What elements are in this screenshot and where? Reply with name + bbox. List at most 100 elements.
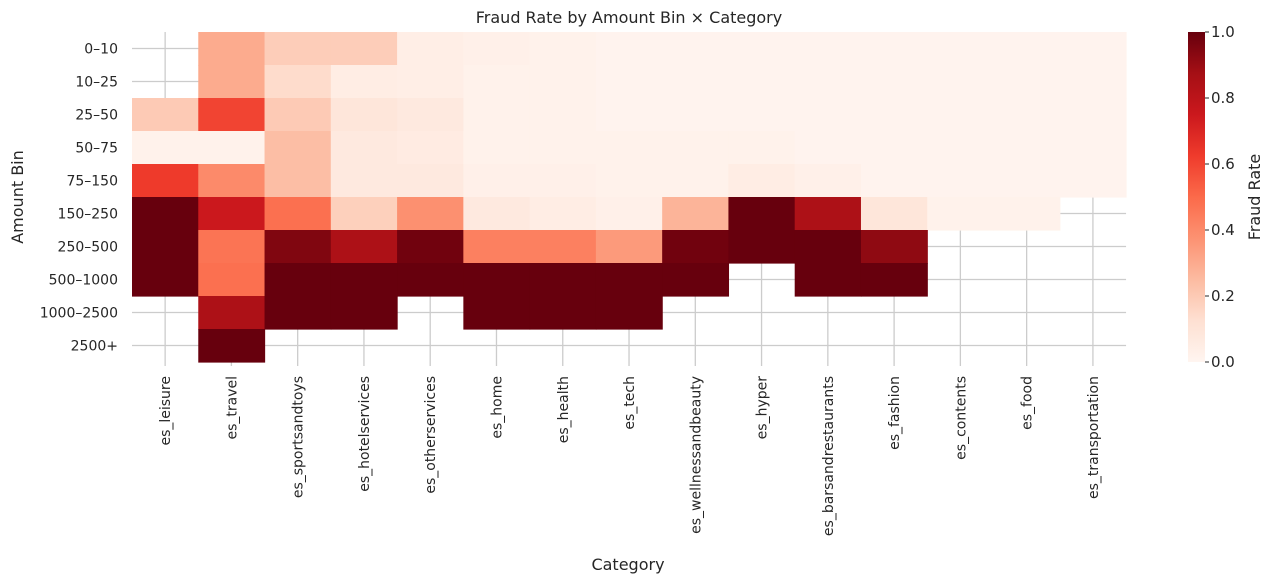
heatmap-cell (463, 263, 531, 297)
colorbar-ticks: 0.0 0.2 0.4 0.6 0.8 1.0 (1205, 23, 1235, 371)
heatmap-cell (662, 32, 730, 66)
heatmap-cell (132, 164, 199, 198)
y-tick-label: 1000–2500 (40, 306, 118, 322)
heatmap-cell (662, 131, 730, 165)
heatmap-cell (595, 263, 663, 297)
heatmap-cell (927, 131, 995, 165)
y-tick-label: 150–250 (58, 207, 118, 223)
chart-title: Fraud Rate by Amount Bin × Category (476, 8, 782, 27)
heatmap-cell (662, 65, 730, 99)
heatmap-cell (529, 230, 597, 264)
heatmap-cell (330, 197, 398, 231)
heatmap-cell (927, 65, 995, 99)
colorbar (1188, 32, 1205, 362)
heatmap-cell (397, 131, 464, 165)
heatmap-cell (330, 164, 398, 198)
heatmap-cell (463, 230, 531, 264)
heatmap-cell (264, 230, 332, 264)
heatmap-cell (728, 197, 796, 231)
heatmap-cell (198, 164, 266, 198)
colorbar-label: Fraud Rate (1245, 154, 1264, 241)
heatmap-cell (330, 296, 398, 330)
heatmap-cell (132, 197, 199, 231)
heatmap-cell (397, 32, 464, 66)
heatmap-cell (1059, 65, 1127, 99)
heatmap-cell (463, 131, 531, 165)
y-tick-label: 75–150 (66, 174, 118, 190)
heatmap-cell (463, 65, 531, 99)
heatmap-cell (529, 263, 597, 297)
colorbar-tick-label: 1.0 (1211, 23, 1235, 41)
heatmap-cell (860, 32, 928, 66)
heatmap-cell (264, 131, 332, 165)
heatmap-cell (860, 98, 928, 132)
heatmap-cell (264, 98, 332, 132)
heatmap-cell (463, 296, 531, 330)
heatmap-cell (529, 197, 597, 231)
heatmap-cell (794, 164, 862, 198)
heatmap-cell (794, 65, 862, 99)
heatmap-cell (463, 164, 531, 198)
y-tick-labels: 0–10 10–25 25–50 50–75 75–150 150–250 250–500 5… (40, 42, 118, 355)
heatmap-cell (993, 164, 1061, 198)
x-tick-labels: es_leisure es_travel es_sportsandtoys es_ho… (158, 376, 1102, 536)
heatmap-cell (860, 197, 928, 231)
heatmap-cell (463, 197, 531, 231)
x-tick-label: es_tech (622, 376, 638, 430)
heatmap-cell (794, 197, 862, 231)
heatmap-cell (595, 98, 663, 132)
heatmap-cell (330, 32, 398, 66)
heatmap-cell (397, 98, 464, 132)
heatmap-cell (198, 32, 266, 66)
heatmap-cell (662, 263, 730, 297)
heatmap-cell (662, 164, 730, 198)
heatmap-cell (264, 296, 332, 330)
heatmap-cell (198, 131, 266, 165)
heatmap-cell (397, 263, 464, 297)
heatmap-cell (198, 230, 266, 264)
heatmap-cell (529, 164, 597, 198)
heatmap-cell (132, 263, 199, 297)
y-tick-label: 50–75 (75, 141, 118, 157)
heatmap-cell (397, 164, 464, 198)
x-tick-label: es_barsandrestaurants (821, 376, 837, 536)
x-axis-label: Category (591, 555, 664, 574)
x-tick-label: es_fashion (887, 376, 903, 450)
heatmap-cell (529, 98, 597, 132)
heatmap-cell (860, 263, 928, 297)
heatmap-cell (728, 65, 796, 99)
heatmap-cell (595, 164, 663, 198)
heatmap-cell (794, 131, 862, 165)
heatmap-cell (529, 131, 597, 165)
heatmap-cell (860, 230, 928, 264)
heatmap-cell (264, 197, 332, 231)
y-axis-label: Amount Bin (8, 150, 27, 244)
heatmap-cell (860, 131, 928, 165)
y-tick-label: 25–50 (75, 108, 118, 124)
heatmap-cell (794, 32, 862, 66)
heatmap-cell (1059, 131, 1127, 165)
x-tick-label: es_transportation (1086, 376, 1102, 499)
heatmap-cell (993, 98, 1061, 132)
heatmap-cell (1059, 32, 1127, 66)
heatmap-cell (198, 296, 266, 330)
heatmap-cell (728, 98, 796, 132)
heatmap-cell (927, 32, 995, 66)
heatmap-cell (330, 230, 398, 264)
heatmap-cell (794, 263, 862, 297)
heatmap-cell (397, 197, 464, 231)
x-tick-label: es_sportsandtoys (291, 376, 307, 498)
heatmap-cell (264, 263, 332, 297)
heatmap-cell (330, 263, 398, 297)
heatmap-cell (264, 164, 332, 198)
heatmap-cell (728, 230, 796, 264)
x-tick-label: es_food (1020, 376, 1036, 430)
x-tick-label: es_travel (224, 376, 240, 440)
heatmap-cell (662, 197, 730, 231)
x-tick-label: es_wellnessandbeauty (688, 376, 704, 534)
y-tick-label: 2500+ (71, 339, 118, 355)
heatmap-cell (993, 32, 1061, 66)
heatmap-cell (927, 98, 995, 132)
y-tick-label: 250–500 (58, 240, 118, 256)
